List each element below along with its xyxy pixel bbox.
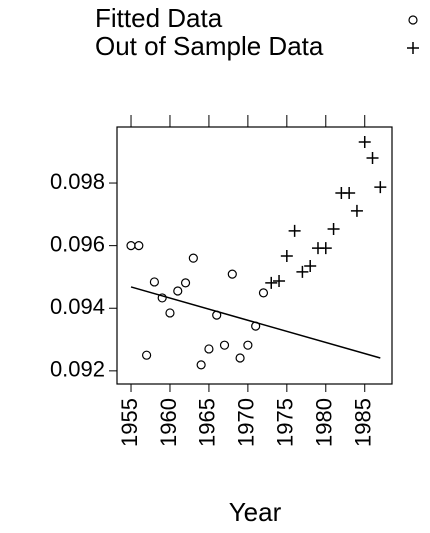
point [188,253,198,263]
point [288,224,301,237]
x-tick-label: 1980 [312,398,337,447]
point [243,340,253,350]
legend-marker [407,42,419,54]
y-tick-label: 0.098 [50,169,105,194]
point [296,265,309,278]
point [358,136,371,149]
point [280,249,293,262]
fit-line [130,286,381,359]
x-axis-label: Year [229,497,282,527]
x-tick-label: 1970 [234,398,259,447]
point [265,276,278,289]
legend-label: Fitted Data [95,3,223,33]
legend-label: Out of Sample Data [95,31,324,61]
point [350,204,363,217]
point [180,278,191,288]
x-tick-label: 1975 [273,398,298,447]
point [219,340,230,350]
point [134,241,144,251]
point [157,293,167,303]
point [126,241,136,251]
x-tick-label: 1960 [156,398,181,447]
point [258,288,269,298]
point [204,344,214,354]
legend-marker [408,15,418,25]
point [327,223,340,236]
x-tick-label: 1985 [351,398,376,447]
y-tick-label: 0.092 [50,357,105,382]
point [374,181,387,194]
point [173,286,183,296]
point [142,350,152,360]
point [235,353,245,363]
point [196,360,206,370]
point [165,308,175,318]
point [319,242,332,255]
point [343,187,356,200]
plot-frame [116,126,393,385]
point [227,269,237,279]
point [304,259,317,272]
point [149,277,159,287]
x-tick-label: 1955 [117,398,142,447]
y-tick-label: 0.096 [50,231,105,256]
point [273,275,286,288]
y-tick-label: 0.094 [50,294,105,319]
point [366,151,379,164]
x-tick-label: 1965 [195,398,220,447]
